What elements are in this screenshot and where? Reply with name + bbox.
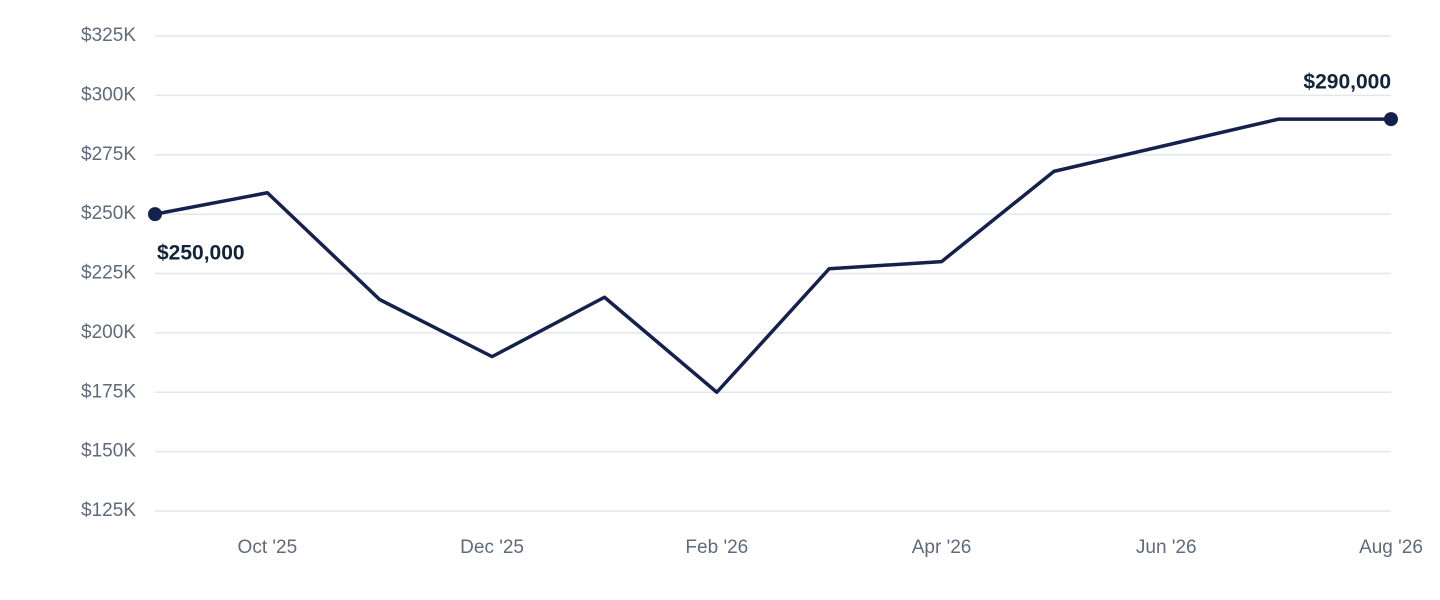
point: [148, 207, 162, 222]
y-tick-label: $200K: [81, 322, 136, 343]
data-label: $290,000: [1303, 71, 1391, 94]
x-tick-label: Feb '26: [685, 537, 748, 558]
y-tick-label: $125K: [81, 500, 136, 521]
point: [1384, 112, 1398, 127]
data-label: $250,000: [157, 242, 245, 265]
x-tick-label: Jun '26: [1136, 537, 1197, 558]
y-tick-label: $325K: [81, 25, 136, 46]
x-tick-label: Aug '26: [1359, 537, 1423, 558]
y-tick-label: $275K: [81, 144, 136, 165]
y-tick-label: $150K: [81, 441, 136, 462]
y-tick-label: $250K: [81, 203, 136, 224]
x-tick-label: Apr '26: [912, 537, 972, 558]
y-tick-label: $175K: [81, 381, 136, 402]
x-tick-label: Oct '25: [238, 537, 298, 558]
y-tick-label: $300K: [81, 84, 136, 105]
x-tick-label: Dec '25: [460, 537, 524, 558]
line: [154, 117, 1391, 394]
y-tick-label: $225K: [81, 263, 136, 284]
